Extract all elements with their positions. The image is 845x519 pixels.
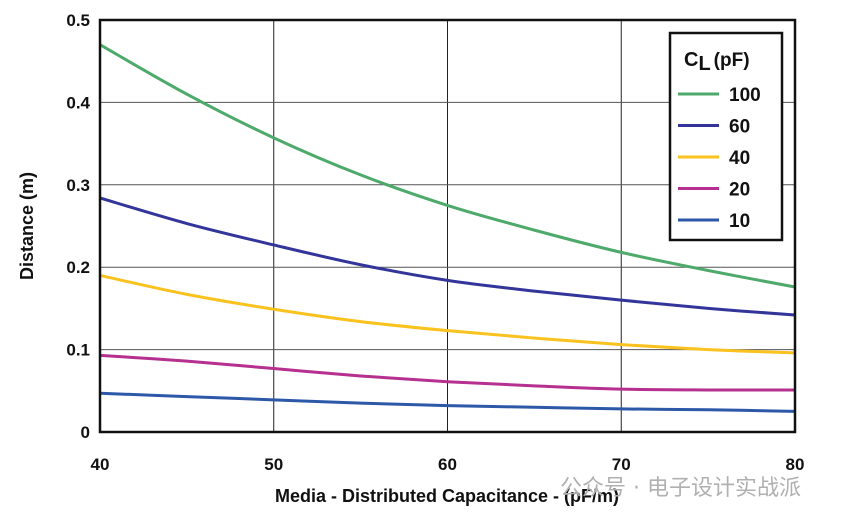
x-tick-label: 50 (264, 455, 283, 474)
series-line-40 (99, 273, 796, 355)
y-tick-label: 0.5 (66, 11, 90, 30)
x-axis-label: Media - Distributed Capacitance - (pF/m) (275, 486, 619, 506)
y-tick-label: 0 (81, 423, 90, 442)
y-tick-label: 0.2 (66, 258, 90, 277)
y-tick-label: 0.4 (66, 93, 90, 112)
series-line-60 (99, 196, 796, 317)
legend: CL (pF) 100 60 40 20 10 (668, 31, 784, 242)
legend-label-10: 10 (729, 211, 750, 232)
legend-box (668, 31, 784, 242)
legend-label-100: 100 (729, 85, 761, 106)
series-line-100 (99, 43, 796, 289)
y-axis-label: Distance (m) (17, 172, 37, 280)
x-tick-label: 80 (786, 455, 805, 474)
y-tick-label: 0.1 (66, 341, 90, 360)
watermark: 公众号 · 电子设计实战派 (560, 476, 801, 501)
legend-title: CL (pF) (684, 49, 750, 75)
x-tick-label: 60 (438, 455, 457, 474)
x-tick-label: 70 (612, 455, 631, 474)
series-line-10 (99, 391, 796, 413)
x-tick-label: 40 (91, 455, 110, 474)
plot-frame (98, 18, 797, 434)
legend-label-20: 20 (729, 180, 750, 201)
y-tick-label: 0.3 (66, 176, 90, 195)
legend-label-60: 60 (729, 117, 750, 138)
series-line-20 (99, 353, 796, 392)
legend-label-40: 40 (729, 148, 750, 169)
